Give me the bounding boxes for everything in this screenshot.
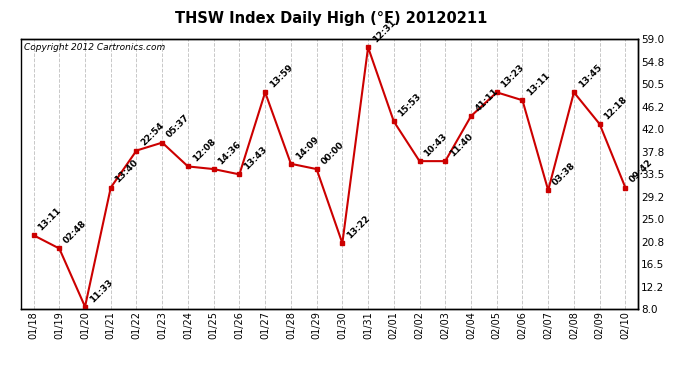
Text: 13:40: 13:40 bbox=[114, 158, 140, 185]
Text: 14:09: 14:09 bbox=[294, 134, 320, 161]
Text: 13:23: 13:23 bbox=[500, 63, 526, 90]
Text: 13:45: 13:45 bbox=[577, 63, 603, 90]
Text: 10:43: 10:43 bbox=[422, 132, 449, 158]
Text: 11:40: 11:40 bbox=[448, 132, 475, 158]
Text: 12:08: 12:08 bbox=[190, 137, 217, 164]
Text: 15:53: 15:53 bbox=[397, 92, 423, 118]
Text: 02:48: 02:48 bbox=[62, 219, 89, 246]
Text: 12:31: 12:31 bbox=[371, 18, 397, 45]
Text: 00:00: 00:00 bbox=[319, 140, 346, 166]
Text: 13:11: 13:11 bbox=[525, 71, 552, 98]
Text: THSW Index Daily High (°F) 20120211: THSW Index Daily High (°F) 20120211 bbox=[175, 11, 487, 26]
Text: 14:36: 14:36 bbox=[217, 140, 243, 166]
Text: 22:54: 22:54 bbox=[139, 121, 166, 148]
Text: 03:38: 03:38 bbox=[551, 161, 578, 188]
Text: Copyright 2012 Cartronics.com: Copyright 2012 Cartronics.com bbox=[23, 44, 165, 52]
Text: 41:11: 41:11 bbox=[474, 87, 500, 113]
Text: 09:42: 09:42 bbox=[628, 158, 655, 185]
Text: 13:22: 13:22 bbox=[345, 214, 372, 240]
Text: 05:37: 05:37 bbox=[165, 113, 192, 140]
Text: 11:33: 11:33 bbox=[88, 278, 115, 304]
Text: 13:59: 13:59 bbox=[268, 63, 295, 90]
Text: 12:18: 12:18 bbox=[602, 95, 629, 121]
Text: 13:11: 13:11 bbox=[37, 206, 63, 232]
Text: 13:43: 13:43 bbox=[242, 145, 269, 172]
